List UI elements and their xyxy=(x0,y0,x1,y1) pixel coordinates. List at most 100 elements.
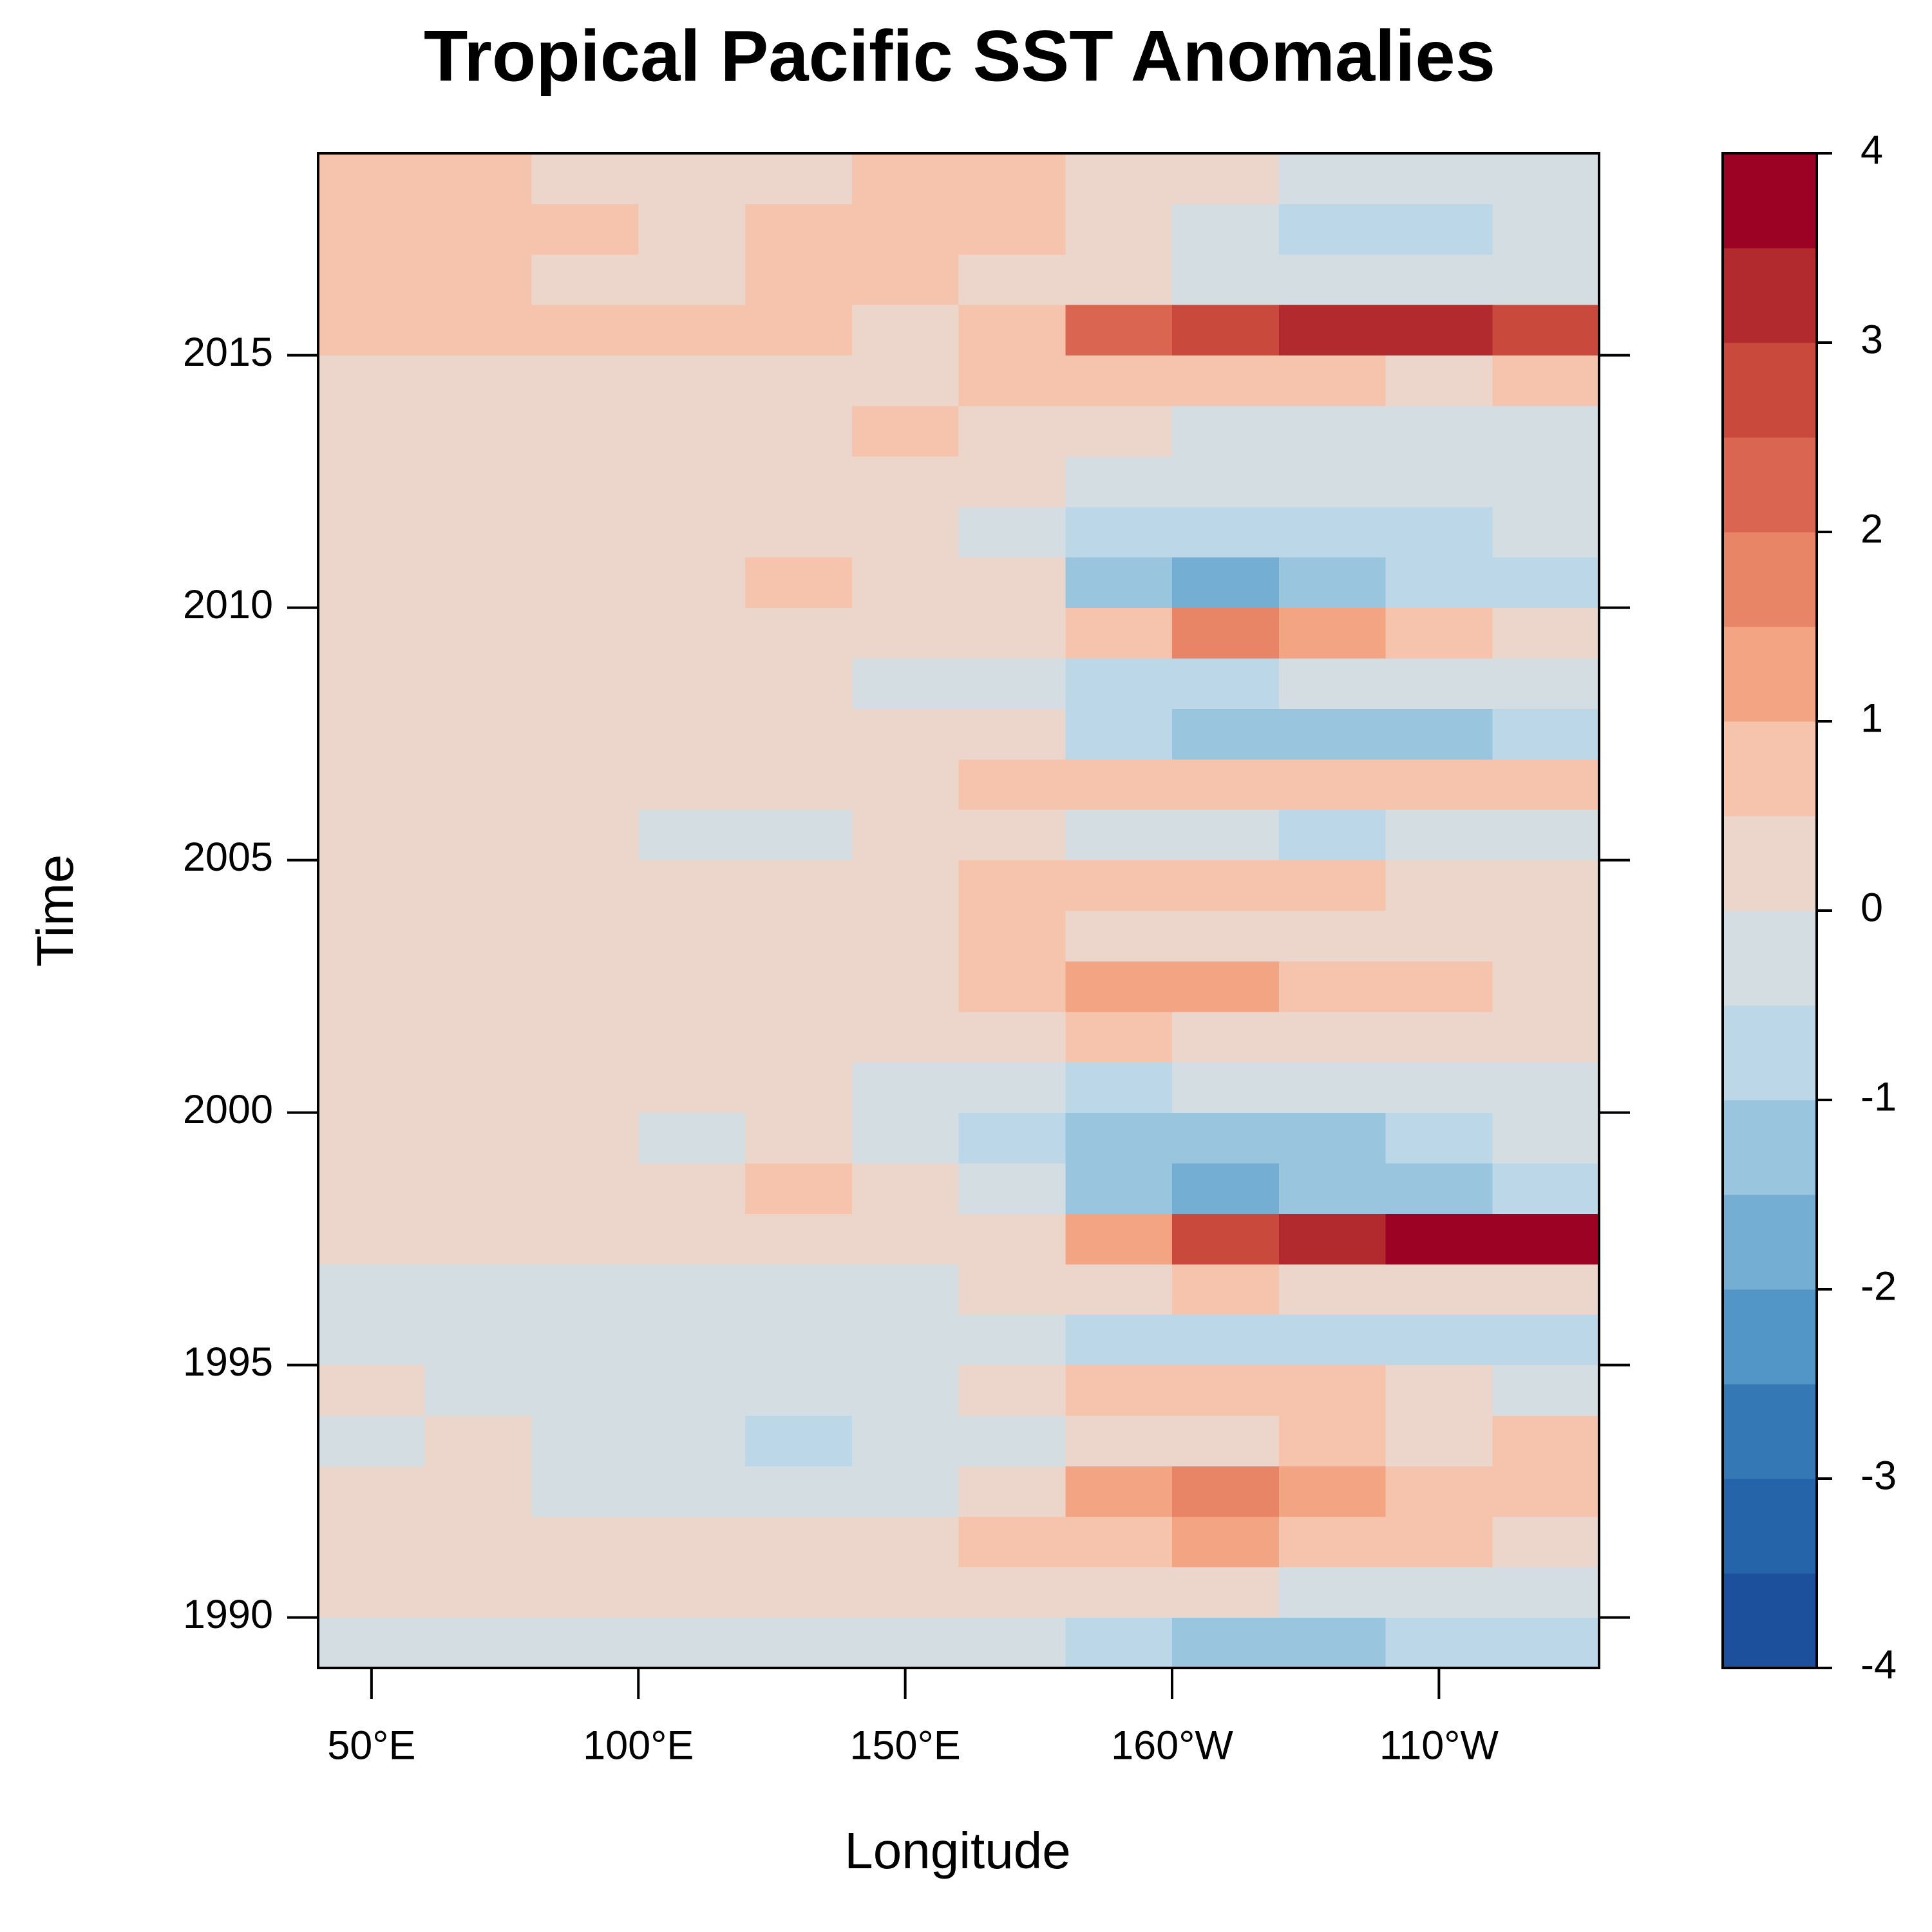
heat-cell xyxy=(958,911,1066,961)
heat-cell xyxy=(318,911,426,961)
heat-cell xyxy=(424,1264,532,1315)
heat-cell xyxy=(1278,1466,1386,1517)
heat-cell xyxy=(424,961,532,1012)
y-tick-label: 1995 xyxy=(183,1340,273,1385)
heat-cell xyxy=(318,1617,426,1669)
heat-cell xyxy=(1172,305,1280,356)
colorbar-tick-label: 4 xyxy=(1861,128,1883,173)
heat-cell xyxy=(638,1163,746,1214)
heat-cell xyxy=(958,860,1066,911)
colorbar-swatch xyxy=(1723,1100,1817,1195)
heat-cell xyxy=(1385,204,1493,255)
heat-cell xyxy=(851,254,959,305)
colorbar-tick-label: 3 xyxy=(1861,317,1883,363)
colorbar-swatch xyxy=(1723,248,1817,343)
heat-cell xyxy=(745,1213,853,1265)
heat-cell xyxy=(638,1416,746,1466)
heat-cell xyxy=(958,1011,1066,1063)
heat-cell xyxy=(318,1314,426,1366)
heat-cell xyxy=(745,961,853,1012)
heat-cell xyxy=(1385,911,1493,961)
heat-cell xyxy=(1278,1213,1386,1265)
heat-cell xyxy=(1278,204,1386,255)
heat-cell xyxy=(1492,1062,1600,1113)
heat-cell xyxy=(1492,1264,1600,1315)
heat-cell xyxy=(424,1516,532,1567)
heat-cell xyxy=(1172,1264,1280,1315)
heat-cell xyxy=(531,860,639,911)
heat-cell xyxy=(638,456,746,507)
heat-cell xyxy=(531,1213,639,1265)
heat-cell xyxy=(1385,1416,1493,1466)
x-tick-label: 150°E xyxy=(849,1723,960,1768)
heat-cell xyxy=(851,153,959,204)
heat-cell xyxy=(531,557,639,609)
heat-cell xyxy=(1065,1213,1173,1265)
heat-cell xyxy=(638,204,746,255)
heat-cell xyxy=(1278,1163,1386,1214)
heat-cell xyxy=(1385,456,1493,507)
heat-cell xyxy=(1172,153,1280,204)
heat-cell xyxy=(851,1365,959,1416)
heat-cell xyxy=(531,204,639,255)
heat-cell xyxy=(531,1314,639,1366)
heat-cell xyxy=(318,1416,426,1466)
colorbar-tick-label: -2 xyxy=(1861,1264,1897,1309)
heat-cell xyxy=(531,1062,639,1113)
heat-cell xyxy=(1278,1062,1386,1113)
heat-cell xyxy=(318,1516,426,1567)
heat-cell xyxy=(745,1416,853,1466)
heat-cell xyxy=(1385,658,1493,709)
x-axis-label: Longitude xyxy=(844,1822,1070,1879)
heat-cell xyxy=(318,1163,426,1214)
heat-cell xyxy=(958,607,1066,659)
heat-cell xyxy=(1492,759,1600,810)
heat-cell xyxy=(851,506,959,558)
heat-cell xyxy=(424,1062,532,1113)
heat-cell xyxy=(1172,1314,1280,1366)
heat-cell xyxy=(1278,406,1386,457)
heat-cell xyxy=(1278,1011,1386,1063)
heat-cell xyxy=(424,759,532,810)
heat-cell xyxy=(1172,1416,1280,1466)
heat-cell xyxy=(531,506,639,558)
heat-cell xyxy=(1065,1516,1173,1567)
heat-cell xyxy=(424,1416,532,1466)
x-tick-label: 160°W xyxy=(1111,1723,1233,1768)
heat-cell xyxy=(851,658,959,709)
heat-cell xyxy=(1065,1416,1173,1466)
heat-cell xyxy=(851,406,959,457)
heat-cell xyxy=(638,1617,746,1669)
heat-cell xyxy=(424,254,532,305)
heat-cell xyxy=(1172,1516,1280,1567)
heat-cell xyxy=(1172,506,1280,558)
heat-cell xyxy=(851,355,959,406)
heat-cell xyxy=(424,456,532,507)
heat-cell xyxy=(1172,1213,1280,1265)
heat-cell xyxy=(1492,355,1600,406)
heat-cell xyxy=(1492,204,1600,255)
heat-cell xyxy=(424,406,532,457)
heat-cell xyxy=(1385,1213,1493,1265)
heat-cell xyxy=(531,911,639,961)
heat-cell xyxy=(318,1567,426,1618)
heat-cell xyxy=(1278,1567,1386,1618)
heat-cell xyxy=(1065,810,1173,861)
heat-cell xyxy=(1278,153,1386,204)
heat-cell xyxy=(851,1617,959,1669)
heat-cell xyxy=(745,759,853,810)
heat-cell xyxy=(1172,658,1280,709)
heat-cell xyxy=(638,1567,746,1618)
heat-cell xyxy=(1492,1163,1600,1214)
heat-cell xyxy=(318,759,426,810)
heat-cell xyxy=(958,708,1066,760)
heat-cell xyxy=(958,1567,1066,1618)
heat-cell xyxy=(1172,204,1280,255)
heat-cell xyxy=(1065,254,1173,305)
heat-cell xyxy=(1278,456,1386,507)
heat-cell xyxy=(1172,1011,1280,1063)
heat-cell xyxy=(638,153,746,204)
heat-cell xyxy=(1172,1112,1280,1164)
heat-cell xyxy=(1492,911,1600,961)
